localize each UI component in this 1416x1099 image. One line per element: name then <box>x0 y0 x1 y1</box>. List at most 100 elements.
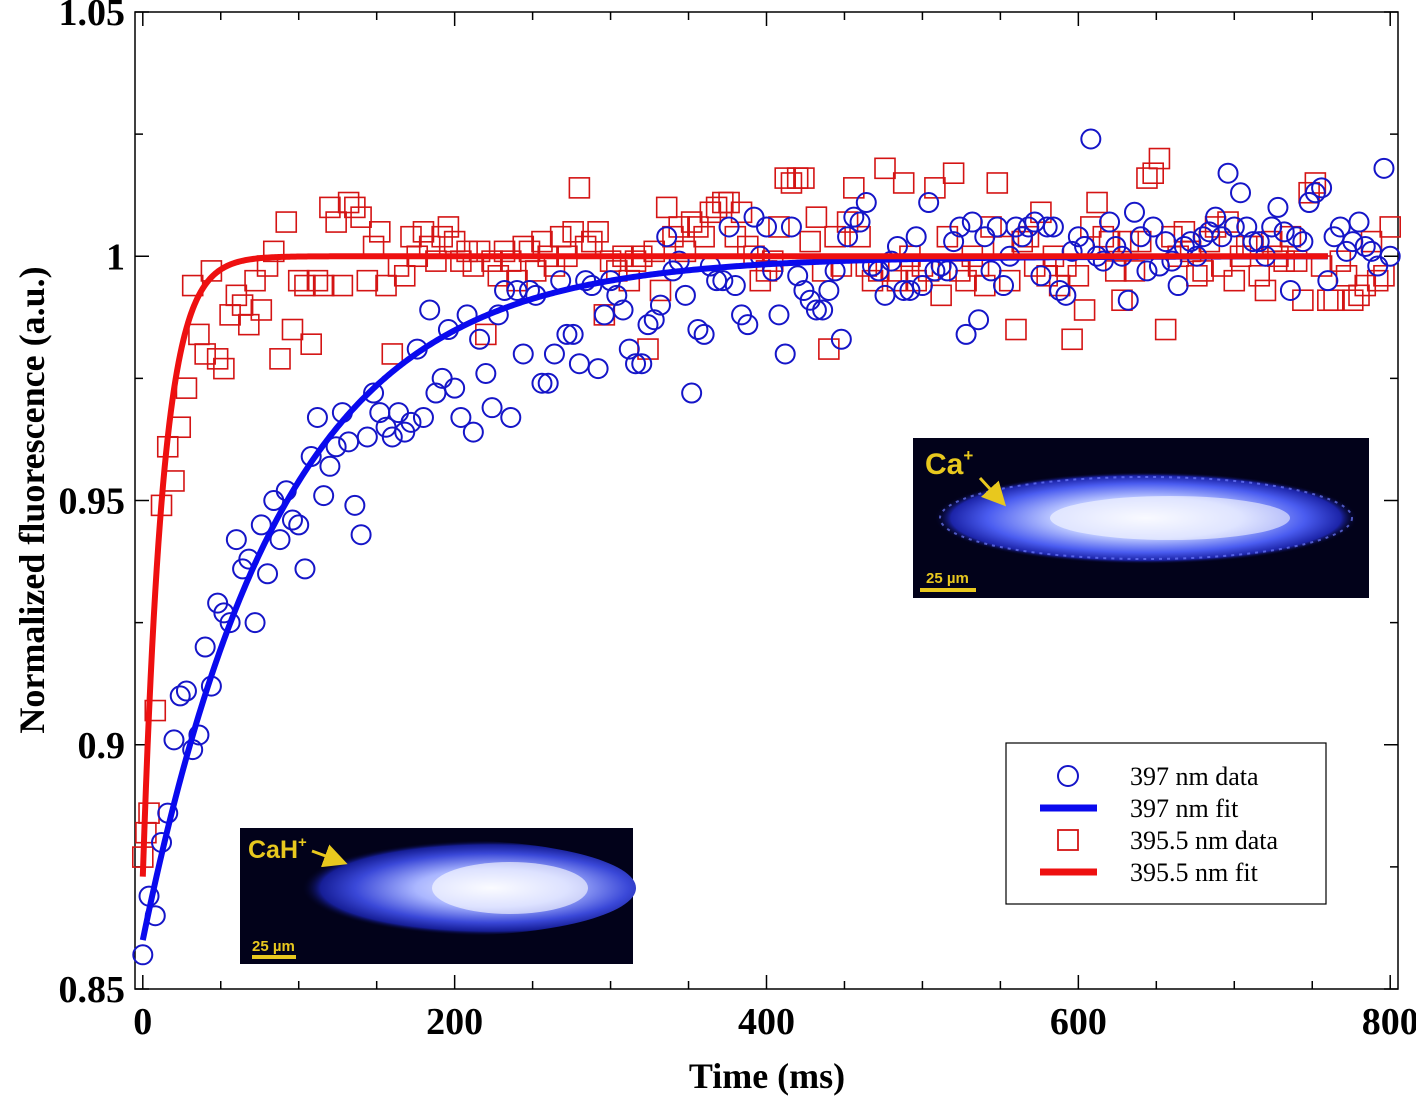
series-3955nm-data-point <box>1161 225 1183 248</box>
series-3955nm-data-point <box>244 269 266 292</box>
inset-ca-plus: Ca+ 25 µm <box>913 438 1369 598</box>
legend-label-3955-fit: 395.5 nm fit <box>1130 858 1259 887</box>
series-397nm-data-point <box>288 514 310 536</box>
series-397nm-data-point <box>1242 231 1264 253</box>
series-3955nm-data-point <box>799 230 821 253</box>
legend-marker-397-data <box>1057 765 1079 787</box>
series-397nm-data-point <box>313 485 335 507</box>
series-397nm-data-point <box>475 362 497 384</box>
series-3955nm-data-point <box>680 211 703 233</box>
series-397nm-data-point <box>1223 216 1245 238</box>
series-3955nm-data-point <box>312 274 335 297</box>
series-397nm-data-point <box>556 323 578 345</box>
series-397nm-data-point <box>805 299 827 321</box>
series-397nm-data-point <box>412 406 434 428</box>
series-397nm-data-point <box>1311 177 1333 199</box>
series-3955nm-data-point <box>425 250 447 272</box>
series-397nm-data-point <box>693 323 715 345</box>
inset-cah-arrow <box>311 844 348 868</box>
series-3955nm-data-point <box>1148 147 1171 170</box>
series-397nm-data-point <box>444 377 466 399</box>
series-397nm-data-point <box>1161 250 1183 272</box>
legend-label-397-data: 397 nm data <box>1130 762 1259 791</box>
series-3955nm-data-point <box>281 318 304 341</box>
series-397nm-data-point <box>874 284 896 306</box>
series-397nm-data-point <box>718 216 740 238</box>
series-3955nm-data-point <box>1285 250 1308 272</box>
series-397nm-data-point <box>1198 221 1220 243</box>
series-397nm-data-point <box>787 265 809 287</box>
series-397nm-data-points <box>132 128 1401 966</box>
series-397nm-data-point <box>469 328 491 350</box>
inset-cah-scale-text: 25 µm <box>252 938 295 955</box>
series-397nm-data-point <box>1042 216 1064 238</box>
series-3955nm-data-point <box>337 191 360 214</box>
series-3955nm-data-point <box>393 264 416 287</box>
series-397nm-data-point <box>169 685 191 707</box>
y-tick-labels: 0.85 0.9 0.95 1 1.05 <box>59 0 126 1011</box>
series-3955nm-data-point <box>331 274 354 297</box>
series-3955nm-data-point <box>892 172 915 194</box>
series-397nm-data-point <box>188 724 210 746</box>
series-3955nm-data-point <box>930 284 952 307</box>
series-397nm-data-point <box>381 426 403 448</box>
series-3955nm-data-point <box>369 221 391 243</box>
series-397nm-data-point <box>543 343 565 365</box>
series-397nm-data-point <box>643 309 665 331</box>
series-397nm-data-point <box>1205 206 1227 228</box>
series-397nm-data-point <box>724 275 746 297</box>
x-tick-labels: 0 200 400 600 800 <box>133 1001 1416 1043</box>
series-397nm-data-point <box>949 216 971 238</box>
series-397nm-data-point <box>681 382 703 404</box>
x-tick-label: 800 <box>1362 1001 1416 1043</box>
series-397nm-data-point <box>1155 231 1177 253</box>
series-3955nm-data-point <box>986 172 1009 194</box>
series-397nm-data-point <box>1354 235 1376 257</box>
series-397nm-data-point <box>325 436 347 458</box>
series-397nm-data-point <box>1136 260 1158 282</box>
series-3955nm-data-point <box>1379 216 1402 238</box>
series-3955nm-data-point <box>649 279 672 302</box>
series-397nm-data-point <box>961 211 983 233</box>
series-397nm-data-point <box>350 524 372 546</box>
series-3955nm-data-point <box>300 333 322 355</box>
series-397nm-data-point <box>849 211 871 233</box>
series-3955nm-data-point <box>998 269 1021 292</box>
series-3955nm-data-point <box>587 221 609 243</box>
series-397nm-data-point <box>905 226 927 248</box>
series-3955nm-fit <box>139 253 1330 877</box>
series-3955nm-data-point <box>238 313 260 336</box>
inset-ca-arrow <box>978 476 1007 507</box>
series-397nm-data-point <box>338 431 360 453</box>
series-3955nm-data-point <box>1061 328 1083 351</box>
series-3955nm-data-point <box>793 167 815 189</box>
series-3955nm-data-point <box>843 177 865 199</box>
series-3955nm-data-point <box>1341 289 1364 312</box>
series-397nm-data-point <box>1236 216 1258 238</box>
x-axis-title: Time (ms) <box>689 1056 845 1096</box>
series-3955nm-data-point <box>194 343 216 365</box>
series-3955nm-data-point <box>1154 318 1177 341</box>
series-397nm-data-point <box>356 426 378 448</box>
series-3955nm-data-point <box>643 240 666 263</box>
series-397nm-data-point <box>568 353 590 375</box>
series-397nm-data-point <box>1167 275 1189 297</box>
series-3955nm-data-point <box>325 211 347 233</box>
series-3955nm-data-point <box>524 260 547 282</box>
series-3955nm-data-point <box>874 157 896 180</box>
series-397nm-data-point <box>281 509 303 531</box>
series-3955nm-data-point <box>456 240 478 263</box>
series-397nm-data-point <box>743 206 765 228</box>
series-397nm-data-point <box>1348 211 1370 233</box>
series-397nm-data-point <box>1379 245 1401 267</box>
series-397nm-data-point <box>363 382 385 404</box>
series-397nm-data-point <box>830 328 852 350</box>
x-tick-label: 200 <box>426 1001 483 1043</box>
series-3955nm-data-point <box>1136 167 1158 189</box>
series-397nm-data-point <box>1049 279 1071 301</box>
series-397nm-data-point <box>1279 279 1301 301</box>
series-3955nm-data-point <box>780 172 803 194</box>
series-3955nm-data-point <box>1129 230 1152 253</box>
series-397nm-data-point <box>1373 157 1395 179</box>
